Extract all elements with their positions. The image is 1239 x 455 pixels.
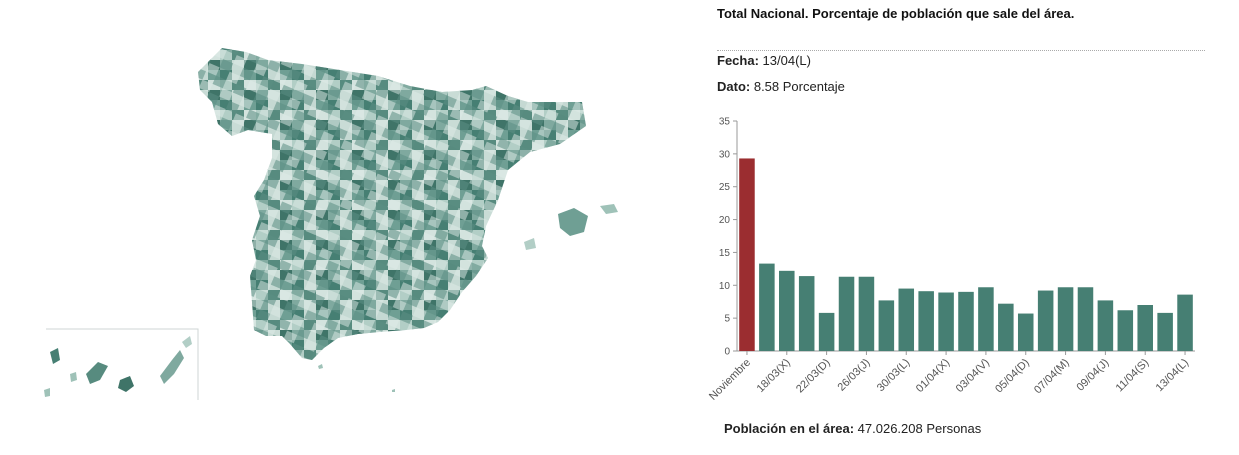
bar[interactable] [1177, 294, 1193, 351]
y-tick-label: 10 [719, 281, 731, 292]
bar[interactable] [898, 288, 915, 351]
y-tick-label: 35 [719, 117, 731, 128]
x-tick-label: Noviembre [707, 357, 753, 403]
canary-islands-inset[interactable] [44, 328, 199, 400]
population-value: 47.026.208 Personas [857, 421, 982, 436]
y-tick-label: 30 [719, 149, 731, 160]
x-tick-label: 26/03(J) [836, 357, 873, 394]
balearic-islands[interactable] [524, 204, 618, 250]
bar[interactable] [798, 276, 815, 351]
bar-chart[interactable]: 0 5 10 15 20 25 30 35 Noviembre 18/03(X) 22/03(D) 2… [707, 112, 1217, 417]
fecha-value: 13/04(L) [762, 53, 811, 68]
bar[interactable] [838, 276, 855, 351]
y-tick-label: 0 [724, 347, 730, 358]
peninsula-shape[interactable] [198, 48, 586, 360]
bar[interactable] [998, 303, 1014, 351]
bar[interactable] [938, 292, 954, 351]
bar[interactable] [1157, 312, 1173, 351]
ceuta-melilla[interactable] [318, 364, 395, 392]
chart-title: Total Nacional. Porcentaje de población … [717, 6, 1075, 21]
fecha-row: Fecha: 13/04(L) [717, 53, 811, 68]
fecha-label: Fecha: [717, 53, 759, 68]
y-tick-label: 15 [719, 248, 731, 259]
dato-row: Dato: 8.58 Porcentaje [717, 79, 845, 94]
bar[interactable] [818, 312, 835, 351]
bar[interactable] [918, 291, 934, 351]
bar[interactable] [858, 276, 875, 351]
bar[interactable] [1097, 300, 1114, 351]
x-tick-label: 18/03(X) [755, 357, 793, 395]
population-row: Población en el área: 47.026.208 Persona… [724, 421, 981, 436]
choropleth-map[interactable] [40, 40, 640, 405]
x-tick-label: 30/03(L) [875, 357, 912, 394]
x-tick-label: 22/03(D) [794, 357, 833, 396]
x-tick-label: 07/04(M) [1032, 357, 1072, 397]
bar[interactable] [1077, 287, 1094, 351]
bar[interactable] [978, 287, 994, 351]
y-tick-label: 25 [719, 182, 731, 193]
info-panel: Total Nacional. Porcentaje de población … [707, 0, 1217, 455]
y-tick-label: 5 [724, 314, 730, 325]
bar[interactable] [779, 270, 795, 351]
bar[interactable] [1017, 313, 1034, 351]
population-label: Población en el área: [724, 421, 855, 436]
x-tick-label: 05/04(D) [993, 357, 1032, 396]
divider [717, 50, 1205, 51]
map-svg[interactable] [40, 40, 640, 405]
bar[interactable] [1037, 290, 1054, 351]
x-tick-label: 09/04(J) [1074, 357, 1111, 394]
bar[interactable] [1137, 305, 1153, 351]
x-tick-label: 03/04(V) [954, 357, 992, 395]
bar[interactable] [1057, 287, 1074, 351]
dato-label: Dato: [717, 79, 751, 94]
bar[interactable] [878, 300, 895, 351]
bar[interactable] [1117, 310, 1134, 351]
bar[interactable] [759, 263, 775, 351]
x-tick-label: 01/04(X) [914, 357, 952, 395]
dato-value: 8.58 Porcentaje [753, 79, 845, 94]
y-tick-label: 20 [719, 215, 731, 226]
bar[interactable] [958, 291, 974, 351]
bar[interactable] [739, 158, 755, 351]
x-tick-label: 13/04(L) [1154, 357, 1191, 394]
x-tick-label: 11/04(S) [1114, 357, 1152, 395]
